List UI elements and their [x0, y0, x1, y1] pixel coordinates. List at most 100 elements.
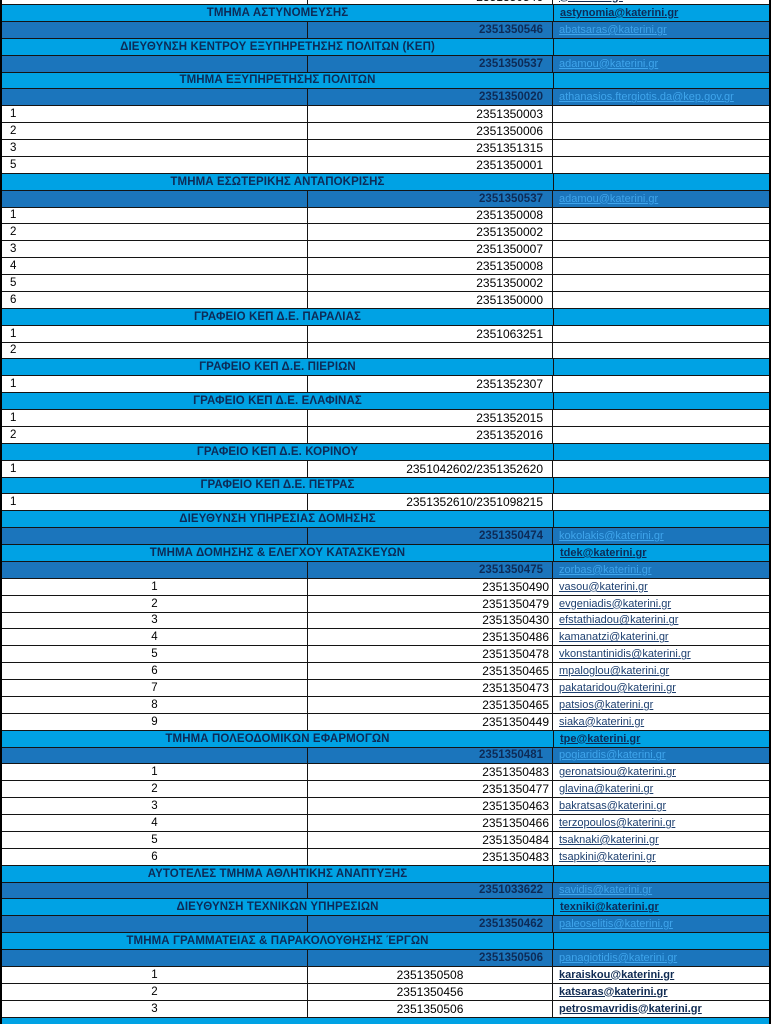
phone-cell: 2351350008 [308, 258, 553, 274]
email-link[interactable]: adamou@katerini.gr [559, 57, 659, 70]
email-link[interactable]: zorbas@katerini.gr [559, 563, 652, 576]
email-link[interactable]: @katerini.gr [559, 0, 623, 3]
index-cell: 3 [2, 798, 308, 814]
index-cell: 5 [2, 156, 308, 173]
email-cell [553, 461, 769, 477]
phone-cell: 2351350462 [308, 916, 553, 933]
index-cell: 3 [2, 241, 308, 258]
email-cell: petrosmavridis@katerini.gr [553, 1001, 769, 1017]
email-cell [554, 478, 769, 494]
index-cell: 1 [2, 966, 308, 983]
email-link[interactable]: terzopoulos@katerini.gr [559, 816, 676, 829]
email-cell: glavina@katerini.gr [553, 781, 769, 797]
email-cell [553, 123, 769, 139]
email-link[interactable]: katsaras@katerini.gr [559, 985, 668, 998]
email-link[interactable]: patsios@katerini.gr [559, 698, 654, 711]
email-link[interactable]: mpaloglou@katerini.gr [559, 665, 670, 678]
email-link[interactable]: geronatsiou@katerini.gr [559, 766, 676, 779]
phone-cell: 2351351315 [308, 140, 553, 156]
phone-cell: 2351350001 [308, 156, 553, 173]
index-cell: 1 [2, 460, 308, 477]
section-title: ΤΜΗΜΑ ΔΟΜΗΣΗΣ & ΕΛΕΓΧΟΥ ΚΑΤΑΣΚΕΥΩΝ [2, 545, 554, 561]
email-link[interactable]: pakataridou@katerini.gr [559, 681, 676, 694]
section-header-row: ΔΙΕΥΘΥΝΣΗ ΚΕΝΤΡΟΥ ΕΞΥΠΗΡΕΤΗΣΗΣ ΠΟΛΙΤΩΝ (… [2, 38, 769, 56]
index-cell: 1 [2, 207, 308, 224]
email-cell [554, 866, 769, 882]
index-cell: 5 [2, 646, 308, 663]
email-link[interactable]: savidis@katerini.gr [559, 884, 653, 897]
section-title: ΤΜΗΜΑ ΠΟΛΕΟΔΟΜΙΚΩΝ ΕΦΑΡΜΟΓΩΝ [2, 730, 554, 747]
section-header-row: ΤΜΗΜΑ ΕΞΥΠΗΡΕΤΗΣΗΣ ΠΟΛΙΤΩΝ [2, 72, 769, 90]
email-link[interactable]: vkonstantinidis@katerini.gr [559, 648, 691, 661]
phone-cell: 2351350474 [308, 528, 553, 544]
contact-row: 2351350475 zorbas@katerini.gr [2, 561, 769, 579]
email-link[interactable]: tpe@katerini.gr [560, 732, 641, 745]
email-link[interactable]: athanasios.ftergiotis.da@kep.gov.gr [559, 91, 734, 104]
email-cell [554, 39, 769, 55]
section-header-row: ΔΙΕΥΘΥΝΣΗ ΤΕΧΝΙΚΩΝ ΥΠΗΡΕΣΙΩΝ texniki@kate… [2, 899, 769, 917]
index-cell [2, 561, 308, 578]
index-cell: 6 [2, 663, 308, 679]
phone-cell: 2351350006 [308, 123, 553, 139]
email-link[interactable]: glavina@katerini.gr [559, 783, 654, 796]
phone-cell: 2351350466 [308, 815, 553, 831]
section-header-row: ΑΥΤΟΤΕΛΕΣ ΤΜΗΜΑ ΑΘΛΗΤΙΚΗΣ ΑΝΑΠΤΥΞΗΣ [2, 865, 769, 883]
index-cell: 2 [2, 123, 308, 139]
entry-row: 1 2351042602/2351352620 [2, 460, 769, 478]
email-cell [554, 511, 769, 527]
email-link[interactable]: karaiskou@katerini.gr [559, 968, 675, 981]
index-cell: 2 [2, 224, 308, 241]
contact-row: 2351350474 kokolakis@katerini.gr [2, 528, 769, 545]
index-cell [2, 916, 308, 933]
email-link[interactable]: bakratsas@katerini.gr [559, 800, 667, 813]
email-link[interactable]: texniki@katerini.gr [560, 901, 659, 914]
email-link[interactable]: tsaknaki@katerini.gr [559, 833, 659, 846]
email-link[interactable]: evgeniadis@katerini.gr [559, 597, 672, 610]
contact-row: 2351350546 abatsaras@katerini.gr [2, 21, 769, 39]
phone-cell: 2351350508 [308, 966, 553, 983]
email-link[interactable]: efstathiadou@katerini.gr [559, 614, 679, 627]
phone-cell: 2351350465 [308, 663, 553, 679]
phone-cell: 2351352016 [308, 426, 553, 443]
email-link[interactable]: panagiotidis@katerini.gr [559, 951, 678, 964]
email-link[interactable]: paleoselitis@katerini.gr [559, 918, 673, 931]
clipped-top-row: 2351350546 @katerini.gr [2, 0, 769, 5]
index-cell: 3 [2, 612, 308, 629]
email-link[interactable]: petrosmavridis@katerini.gr [559, 1002, 702, 1015]
email-link[interactable]: tsapkini@katerini.gr [559, 850, 656, 863]
index-cell: 5 [2, 831, 308, 848]
index-cell: 1 [2, 578, 308, 595]
email-cell: tsaknaki@katerini.gr [553, 832, 769, 848]
section-title: ΑΥΤΟΤΕΛΕΣ ΤΜΗΜΑ ΑΘΛΗΤΙΚΗΣ ΑΝΑΠΤΥΞΗΣ [2, 865, 554, 882]
section-title: ΔΙΕΥΘΥΝΣΗ ΤΕΧΝΙΚΩΝ ΥΠΗΡΕΣΙΩΝ [2, 899, 554, 916]
phone-cell: 2351352307 [308, 376, 553, 393]
email-cell: panagiotidis@katerini.gr [553, 950, 769, 966]
email-link[interactable]: tdek@katerini.gr [560, 546, 647, 559]
email-cell [553, 292, 769, 308]
index-cell [2, 0, 308, 4]
phone-cell: 2351350430 [308, 612, 553, 629]
email-link[interactable]: pogiaridis@katerini.gr [559, 749, 666, 762]
section-title: ΓΡΑΦΕΙΟ ΚΕΠ Δ.Ε. ΠΙΕΡΙΩΝ [2, 359, 554, 376]
email-cell: karaiskou@katerini.gr [553, 967, 769, 983]
email-link[interactable]: abatsaras@katerini.gr [559, 23, 667, 36]
email-link[interactable]: kamanatzi@katerini.gr [559, 631, 669, 644]
email-link[interactable]: adamou@katerini.gr [559, 192, 659, 205]
email-link[interactable]: siaka@katerini.gr [559, 715, 645, 728]
index-cell: 4 [2, 815, 308, 831]
entry-row: 1 2351350483 geronatsiou@katerini.gr [2, 764, 769, 782]
email-link[interactable]: vasou@katerini.gr [559, 580, 648, 593]
clipped-bottom-row [2, 1017, 769, 1024]
email-link[interactable]: astynomia@katerini.gr [560, 6, 679, 19]
phone-cell: 2351350490 [308, 578, 553, 595]
email-link[interactable]: kokolakis@katerini.gr [559, 530, 664, 543]
phone-cell: 2351042602/2351352620 [308, 460, 553, 477]
email-cell: vasou@katerini.gr [553, 579, 769, 595]
entry-row: 8 2351350465 patsios@katerini.gr [2, 696, 769, 714]
index-cell: 1 [2, 764, 308, 781]
contact-row: 2351350537 adamou@katerini.gr [2, 55, 769, 73]
email-cell [553, 376, 769, 392]
index-cell [2, 950, 308, 966]
contact-row: 2351350537 adamou@katerini.gr [2, 190, 769, 208]
